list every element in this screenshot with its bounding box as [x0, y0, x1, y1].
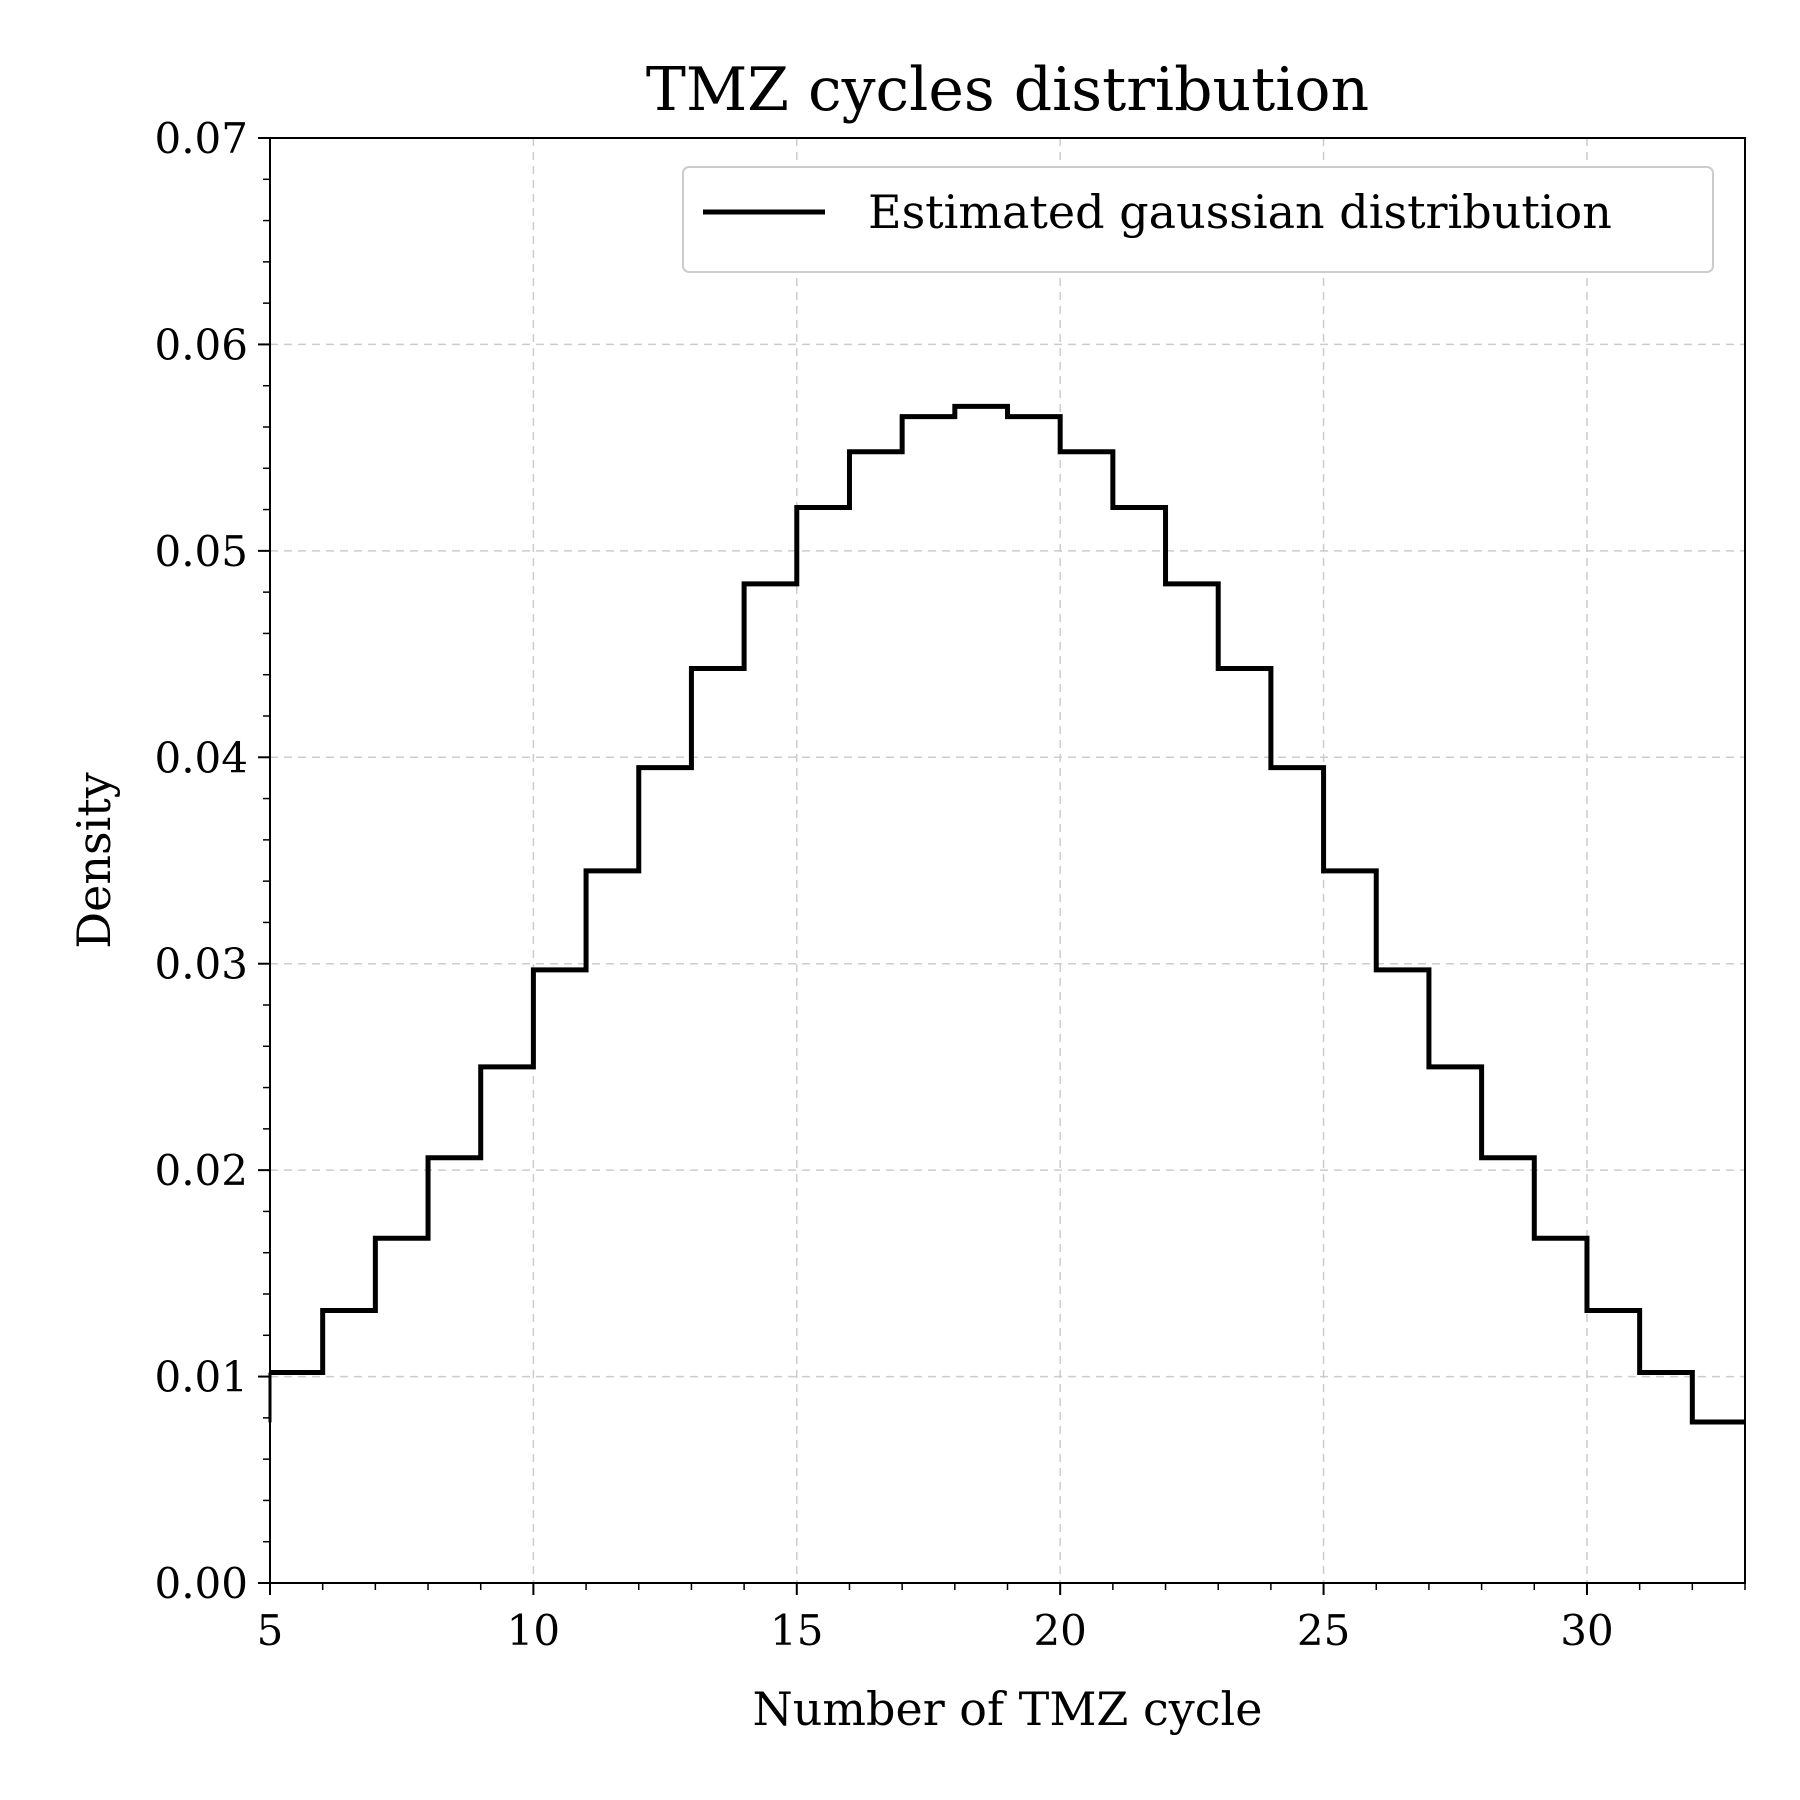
series-step-line — [270, 403, 1745, 1425]
x-tick-label: 5 — [257, 1606, 284, 1655]
x-tick-label: 15 — [770, 1606, 823, 1655]
x-tick-label: 25 — [1297, 1606, 1350, 1655]
legend: Estimated gaussian distribution — [682, 166, 1714, 273]
y-tick-label: 0.01 — [154, 1353, 248, 1402]
legend-label: Estimated gaussian distribution — [868, 185, 1612, 239]
y-tick-label: 0.05 — [154, 527, 248, 576]
legend-box — [682, 166, 1714, 273]
x-tick-label: 10 — [507, 1606, 560, 1655]
chart-title: TMZ cycles distribution — [646, 55, 1369, 125]
x-tick-label: 20 — [1033, 1606, 1086, 1655]
y-tick-label: 0.07 — [154, 114, 248, 163]
y-tick-label: 0.03 — [154, 940, 248, 989]
x-tick-label: 30 — [1560, 1606, 1613, 1655]
y-tick-label: 0.06 — [154, 320, 248, 369]
y-tick-label: 0.02 — [154, 1146, 248, 1195]
grid — [270, 138, 1745, 1583]
axis-ticks: 5 10 15 20 25 30 0.00 0.01 0.02 0.03 0.04 0.05 0.06 0… — [154, 114, 1746, 1655]
x-axis-title: Number of TMZ cycle — [753, 1682, 1263, 1736]
y-axis-title: Density — [67, 772, 121, 949]
y-tick-label: 0.04 — [154, 733, 248, 782]
y-tick-label: 0.00 — [154, 1559, 248, 1608]
